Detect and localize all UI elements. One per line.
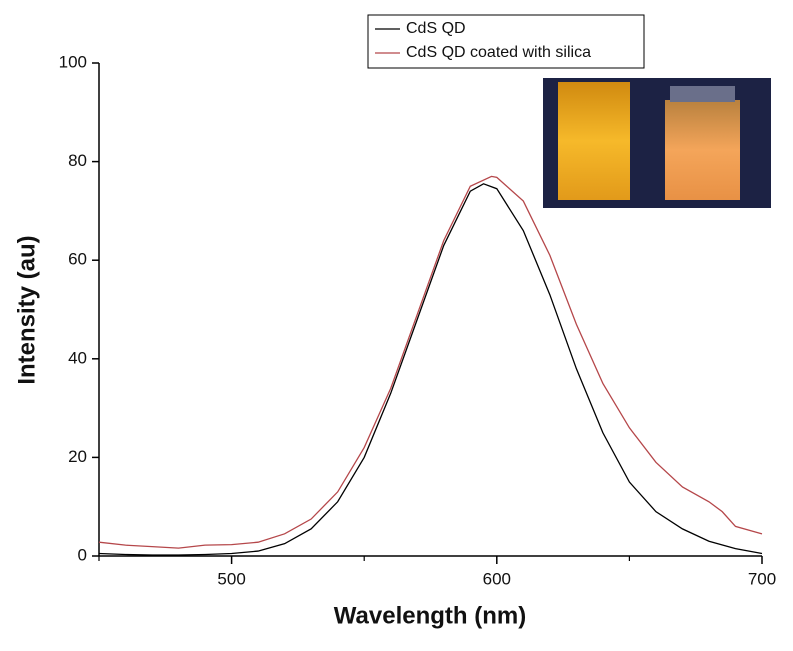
y-tick-label: 80 (68, 151, 87, 170)
legend-label: CdS QD (406, 20, 466, 37)
x-axis-title: Wavelength (nm) (334, 602, 526, 629)
y-tick-label: 100 (59, 52, 87, 71)
x-tick-label: 700 (748, 569, 776, 588)
y-tick-label: 20 (68, 447, 87, 466)
x-tick-label: 500 (217, 569, 245, 588)
x-tick-label: 600 (483, 569, 511, 588)
legend-box (367, 14, 645, 69)
y-axis-title: Intensity (au) (13, 235, 40, 384)
y-tick-label: 40 (68, 348, 87, 367)
series-line (98, 183, 763, 556)
inset-photo (543, 78, 771, 208)
legend-label: CdS QD coated with silica (406, 44, 591, 61)
legend: CdS QD CdS QD coated with silica (367, 14, 645, 69)
series-line (98, 175, 763, 549)
y-tick-label: 60 (68, 250, 87, 269)
y-tick-label: 0 (78, 545, 87, 564)
